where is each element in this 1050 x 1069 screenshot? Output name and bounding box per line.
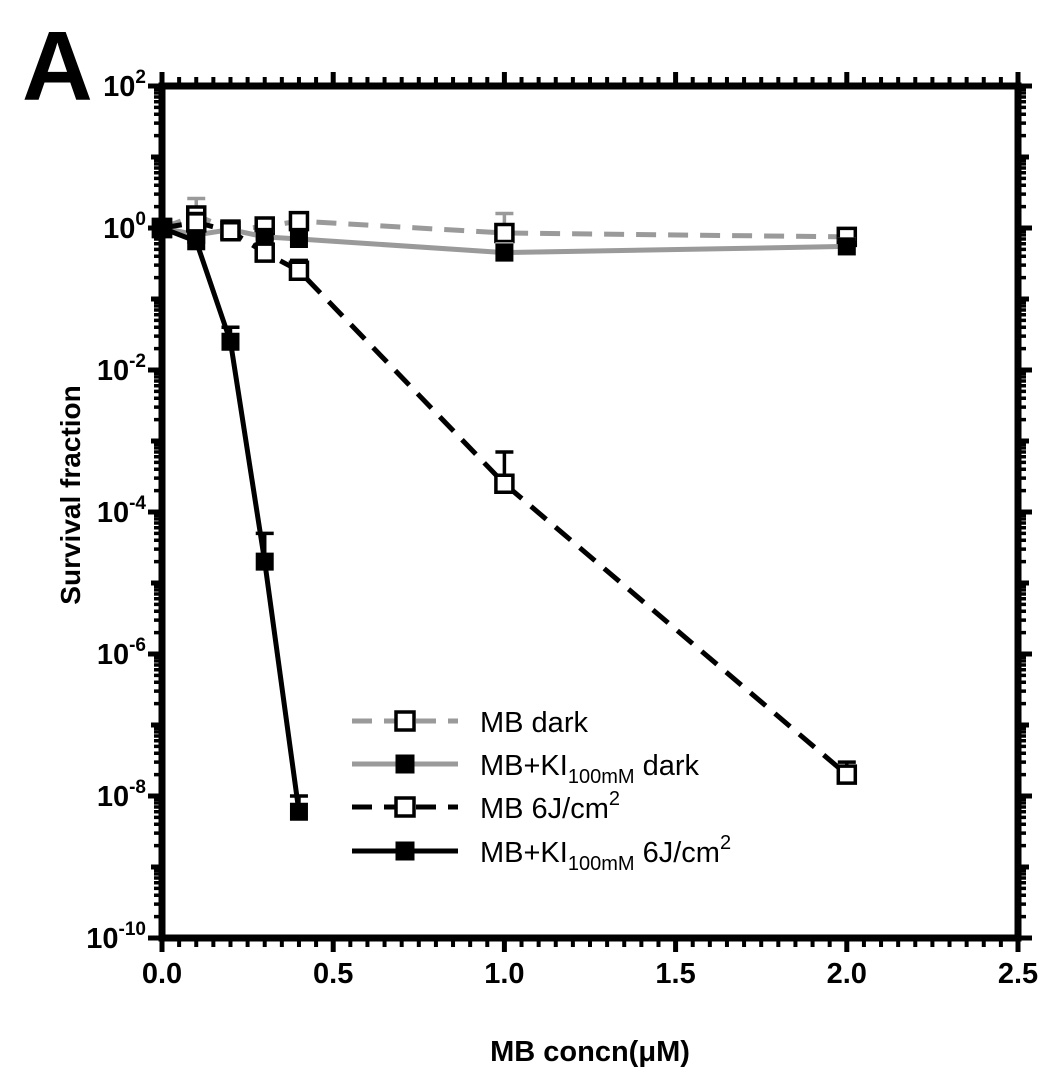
data-point <box>289 802 308 821</box>
y-tick-label: 10-8 <box>97 777 146 813</box>
y-tick-exponent: -6 <box>129 635 146 656</box>
y-tick-base: 10 <box>86 923 118 955</box>
data-point <box>837 237 856 256</box>
y-tick-base: 10 <box>97 639 129 671</box>
x-tick-label: 2.0 <box>827 958 867 990</box>
legend-label: MB+KI100mM dark <box>480 750 700 788</box>
legend-superscript: 2 <box>720 832 731 854</box>
x-tick-label: 2.5 <box>998 958 1038 990</box>
x-tick-label: 0.0 <box>142 958 182 990</box>
data-point <box>494 473 515 494</box>
legend-item-1: MB+KI100mM dark <box>352 750 700 788</box>
data-point <box>495 243 514 262</box>
legend-after: dark <box>635 750 700 782</box>
x-tick-label: 1.0 <box>484 958 524 990</box>
y-tick-label: 10-2 <box>97 351 146 387</box>
legend-main: MB+KI <box>480 750 568 782</box>
legend-main: MB dark <box>480 707 588 739</box>
y-tick-base: 10 <box>103 213 135 245</box>
data-point <box>220 220 241 242</box>
y-tick-exponent: 2 <box>135 67 146 88</box>
data-point <box>836 764 858 785</box>
data-point <box>185 212 207 233</box>
y-tick-base: 10 <box>97 781 129 813</box>
y-tick-exponent: 0 <box>135 209 146 230</box>
y-tick-exponent: -8 <box>129 777 146 798</box>
y-tick-base: 10 <box>97 355 129 387</box>
legend-label: MB 6J/cm2 <box>480 788 620 825</box>
series-line <box>161 219 849 777</box>
plot-frame <box>158 82 1022 942</box>
y-tick-base: 10 <box>97 497 129 529</box>
legend-superscript: 2 <box>609 788 620 810</box>
legend-marker <box>394 710 416 732</box>
y-tick-base: 10 <box>103 71 135 103</box>
legend-main: MB 6J/cm <box>480 793 609 825</box>
y-tick-label: 10-10 <box>86 919 146 955</box>
legend-main: MB+KI <box>480 837 568 869</box>
y-tick-label: 102 <box>103 67 146 103</box>
data-point <box>288 260 310 281</box>
y-tick-exponent: -2 <box>129 351 146 372</box>
legend-item-2: MB 6J/cm2 <box>352 788 620 825</box>
legend-subscript: 100mM <box>568 766 635 788</box>
data-point <box>494 222 515 244</box>
x-tick-label: 1.5 <box>655 958 695 990</box>
legend-marker <box>395 841 415 861</box>
legend-subscript: 100mM <box>568 853 635 875</box>
plot-series <box>151 196 858 821</box>
y-tick-label: 10-4 <box>97 493 147 529</box>
legend-after: 6J/cm <box>635 837 720 869</box>
legend-item-3: MB+KI100mM 6J/cm2 <box>352 832 731 875</box>
series-line <box>161 225 302 813</box>
legend-label: MB+KI100mM 6J/cm2 <box>480 832 731 875</box>
x-tick-labels: 0.0 0.5 1.0 1.5 2.0 2.5 <box>142 958 1038 990</box>
panel-letter: A <box>22 11 93 121</box>
legend-marker <box>395 754 415 774</box>
y-tick-label: 10-6 <box>97 635 146 671</box>
series-2 <box>151 211 858 785</box>
legend-marker <box>394 796 416 818</box>
series-3 <box>153 219 308 821</box>
y-axis-label: Survival fraction <box>55 385 86 604</box>
legend-label: MB dark <box>480 707 588 739</box>
data-point <box>255 552 274 571</box>
legend-item-0: MB dark <box>352 707 588 739</box>
data-point <box>289 229 308 248</box>
x-tick-label: 0.5 <box>313 958 353 990</box>
y-tick-exponent: -4 <box>129 493 146 514</box>
data-point <box>254 242 275 263</box>
data-point <box>288 210 310 232</box>
data-point <box>187 232 206 251</box>
x-axis-label: MB concn(μM) <box>490 1036 690 1068</box>
data-point <box>221 332 240 351</box>
y-tick-exponent: -10 <box>119 919 146 940</box>
y-tick-label: 100 <box>103 209 146 245</box>
